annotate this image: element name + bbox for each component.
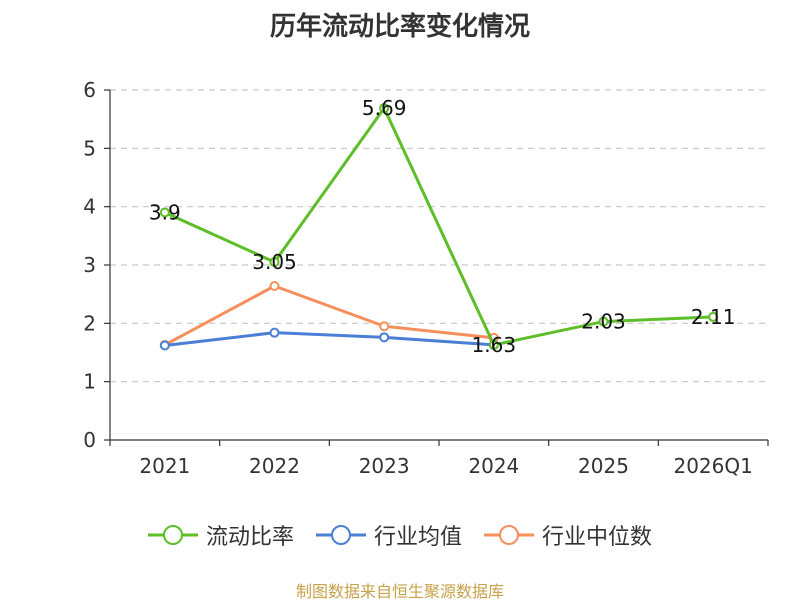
y-tick-label: 6 [83, 78, 96, 102]
y-tick-label: 1 [83, 370, 96, 394]
legend-marker [162, 525, 183, 545]
series-point-0 [708, 311, 719, 322]
x-tick-label: 2024 [468, 454, 519, 478]
legend-item-2[interactable]: 行业中位数 [484, 519, 652, 551]
x-tick-label: 2021 [139, 454, 190, 478]
series-point-1 [379, 332, 390, 343]
y-tick-label: 3 [83, 253, 96, 277]
data-label: 2.11 [691, 305, 736, 329]
y-tick-label: 5 [83, 136, 96, 160]
data-label: 5.69 [362, 96, 407, 120]
series-point-0 [379, 103, 390, 114]
series-line-2 [164, 284, 494, 347]
legend-label: 流动比率 [205, 525, 294, 550]
series-point-0 [269, 257, 280, 268]
source-note: 制图数据来自恒生聚源数据库 [295, 582, 504, 601]
legend-marker [499, 525, 519, 545]
legend-marker [330, 525, 351, 545]
grid-layer [110, 89, 768, 383]
y-tick-label: 2 [83, 311, 96, 335]
x-tick-label: 2026Q1 [673, 454, 752, 478]
legend-symbol-icon [315, 525, 366, 545]
legend-label: 行业中位数 [542, 525, 653, 550]
x-tick-label: 2025 [578, 454, 629, 478]
series-point-0 [598, 316, 609, 327]
legend: 流动比率 行业均值 行业中位数 [0, 519, 800, 551]
legend-item-1[interactable]: 行业均值 [315, 519, 462, 551]
data-label: 2.03 [581, 310, 626, 334]
legend-symbol-icon [147, 525, 198, 545]
series-point-1 [269, 327, 280, 338]
data-label: 3.05 [252, 250, 297, 274]
chart-title: 历年流动比率变化情况 [269, 12, 530, 42]
series-point-2 [269, 281, 280, 291]
data-label: 1.63 [472, 333, 517, 357]
label-layer: 3.9 3.05 5.69 1.63 2.03 2.11 [149, 96, 736, 357]
legend-symbol-icon [484, 525, 534, 545]
y-tick-label: 4 [83, 195, 96, 219]
series-point-1 [159, 340, 170, 351]
y-tick-label: 0 [83, 428, 96, 452]
series-layer [159, 103, 719, 351]
axis-layer: 0 1 2 3 4 5 6 2021 2022 2023 2024 2025 2026Q1 [83, 78, 769, 478]
series-point-0 [488, 339, 499, 350]
series-line-0 [164, 106, 714, 347]
legend-item-0[interactable]: 流动比率 [147, 519, 294, 551]
series-point-2 [379, 321, 390, 332]
x-tick-label: 2022 [249, 454, 300, 478]
legend-label: 行业均值 [373, 525, 462, 550]
series-line-1 [164, 331, 494, 347]
data-label: 3.9 [149, 201, 181, 225]
x-tick-label: 2023 [359, 454, 410, 478]
series-point-0 [159, 207, 170, 218]
